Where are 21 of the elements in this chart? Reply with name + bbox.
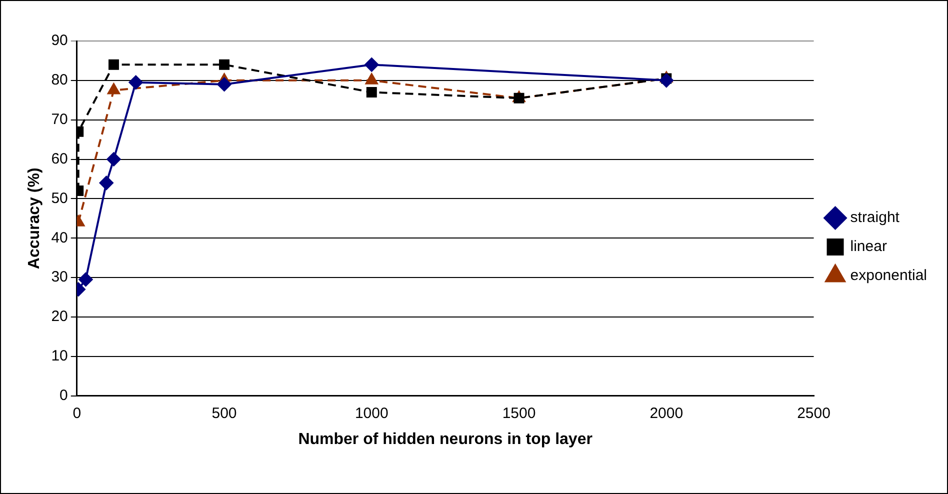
y-tick-label: 80 [51,72,68,89]
y-tick-label: 50 [51,190,68,207]
legend-label: linear [850,238,887,256]
x-tick-label: 2000 [650,404,684,422]
y-tick-label: 30 [51,268,68,286]
x-axis-title: Number of hidden neurons in top layer [298,430,592,448]
y-tick-label: 0 [60,386,68,404]
x-tick-label: 0 [72,404,82,422]
y-axis-title: Accuracy (%) [26,168,44,270]
y-tick-label: 60 [51,150,68,168]
x-tick-label: 1500 [502,404,536,422]
x-tick-label: 1000 [354,404,388,422]
y-tick-label: 10 [51,348,68,365]
y-tick-label: 40 [51,229,68,246]
legend-label: straight [850,209,900,226]
y-tick-label: 70 [51,110,68,128]
x-tick-label: 2500 [797,404,830,422]
legend-label: exponential [850,267,928,284]
x-tick-label: 500 [212,404,237,422]
y-tick-label: 20 [51,308,68,326]
y-tick-label: 90 [51,32,68,50]
